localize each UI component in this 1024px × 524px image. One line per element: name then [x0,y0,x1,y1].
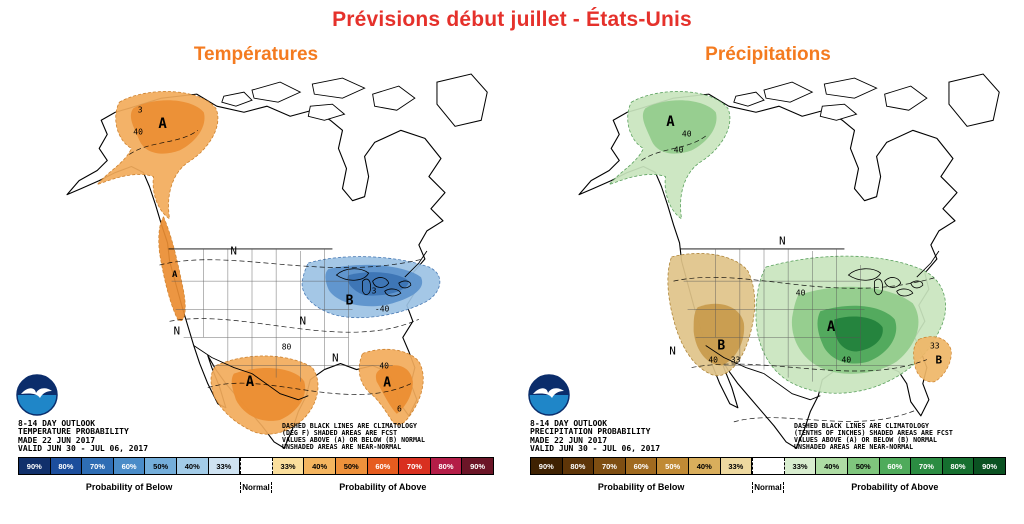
colorbar-cell [240,458,273,474]
probability-of-below-label: Probability of Below [85,482,173,492]
temperature-map-svg [66,73,488,449]
colorbar-cell: 60% [367,458,400,474]
colorbar-cell: 90% [462,458,493,474]
region-alaska-above-core [130,100,205,154]
note-line: (DEG F) SHADED AREAS ARE FCST [282,429,398,437]
temperature-colorbar: 90% 80% 70% 60% 50% 40% 33% 33% 40% 50% 60% 70% 80% 9… [18,457,494,475]
colorbar-cell: 70% [82,458,114,474]
precipitation-panel: Précipitations A 40 40 N B 4 [512,38,1024,524]
colorbar-cell: 40% [176,458,209,474]
probability-of-above-label: Probability of Above [851,482,939,492]
precipitation-map: A 40 40 N B 40 33 40 A 40 33 B N [520,68,1008,450]
colorbar-cell: 33% [208,458,241,474]
region-texas-above-core [231,368,306,421]
note-line: UNSHADED AREAS ARE NEAR-NORMAL [282,443,402,451]
outlook-line: MADE 22 JUN 2017 [18,435,96,445]
colorbar-cell: 70% [911,458,943,474]
colorbar-cell: 60% [879,458,912,474]
temperature-panel: Températures 3 [0,38,512,524]
colorbar-cell: 33% [784,458,817,474]
probability-of-above-label: Probability of Above [339,482,427,492]
seagull-icon [21,388,52,398]
outlook-line: PRECIPITATION PROBABILITY [530,427,651,437]
colorbar-cell: 50% [847,458,880,474]
colorbar-cell: 70% [399,458,431,474]
colorbar-cell: 50% [657,458,689,474]
climatology-contours [129,130,423,395]
noaa-logo [528,374,570,416]
precipitation-legend-note: DASHED BLACK LINES ARE CLIMATOLOGY (TENT… [794,423,953,451]
colorbar-cell: 90% [974,458,1005,474]
climatology-contours [641,134,938,423]
probability-of-below-label: Probability of Below [597,482,685,492]
colorbar-cell: 40% [304,458,336,474]
colorbar-cell: 90% [19,458,51,474]
region-west-below-core [693,303,745,366]
page-title: Prévisions début juillet - États-Unis [332,8,692,31]
colorbar-cell: 60% [113,458,146,474]
region-eastcoast-below [913,336,952,383]
colorbar-cell: 80% [942,458,975,474]
precipitation-colorbar: 90% 80% 70% 60% 50% 40% 33% 33% 40% 50% 60% 70% 80% 9… [530,457,1006,475]
colorbar-cell [752,458,785,474]
colorbar-cell: 33% [720,458,753,474]
precipitation-forecast-regions [608,91,952,394]
normal-label: Normal [240,481,272,493]
noaa-logo [16,374,58,416]
colorbar-cell: 50% [335,458,368,474]
colorbar-cell: 80% [562,458,595,474]
region-central-above-darkest [834,316,883,352]
note-line: VALUES ABOVE (A) OR BELOW (B) NORMAL [282,436,425,444]
region-alaska-above-core [642,100,717,154]
temperature-legend-note: DASHED BLACK LINES ARE CLIMATOLOGY (DEG … [282,423,425,451]
outlook-line: VALID JUN 30 - JUL 06, 2017 [18,444,149,454]
outlook-line: 8-14 DAY OUTLOOK [530,419,608,428]
outlook-line: MADE 22 JUN 2017 [530,435,608,445]
precipitation-subtitle: Précipitations [705,44,831,65]
colorbar-cell: 33% [272,458,305,474]
seagull-icon [533,388,564,398]
normal-label: Normal [752,481,784,493]
note-line: DASHED BLACK LINES ARE CLIMATOLOGY [794,422,929,430]
note-line: (TENTHS OF INCHES) SHADED AREAS ARE FCST [794,429,953,437]
temperature-outlook-text: 8-14 DAY OUTLOOK TEMPERATURE PROBABILITY… [18,419,149,454]
outlook-line: 8-14 DAY OUTLOOK [18,419,96,428]
colorbar-cell: 60% [625,458,658,474]
colorbar-cell: 80% [430,458,463,474]
precipitation-map-svg [578,73,1000,449]
colorbar-cell: 40% [816,458,848,474]
temperature-map: 3 40 A A N N N N 3 B -40 80 A 40 A 6 [8,68,496,450]
precipitation-colorbar-labels: Probability of Below Normal Probability … [530,479,1006,495]
temperature-subtitle: Températures [193,44,319,65]
colorbar-cell: 90% [531,458,563,474]
colorbar-cell: 70% [594,458,626,474]
colorbar-cell: 50% [145,458,177,474]
note-line: VALUES ABOVE (A) OR BELOW (B) NORMAL [794,436,937,444]
note-line: UNSHADED AREAS ARE NEAR-NORMAL [794,443,914,451]
region-westcoast-above [158,216,186,322]
note-line: DASHED BLACK LINES ARE CLIMATOLOGY [282,422,417,430]
temperature-colorbar-labels: Probability of Below Normal Probability … [18,479,494,495]
precipitation-outlook-text: 8-14 DAY OUTLOOK PRECIPITATION PROBABILI… [530,419,661,454]
outlook-line: TEMPERATURE PROBABILITY [18,427,129,437]
colorbar-cell: 40% [688,458,721,474]
colorbar-cell: 80% [50,458,83,474]
outlook-line: VALID JUN 30 - JUL 06, 2017 [530,444,661,454]
